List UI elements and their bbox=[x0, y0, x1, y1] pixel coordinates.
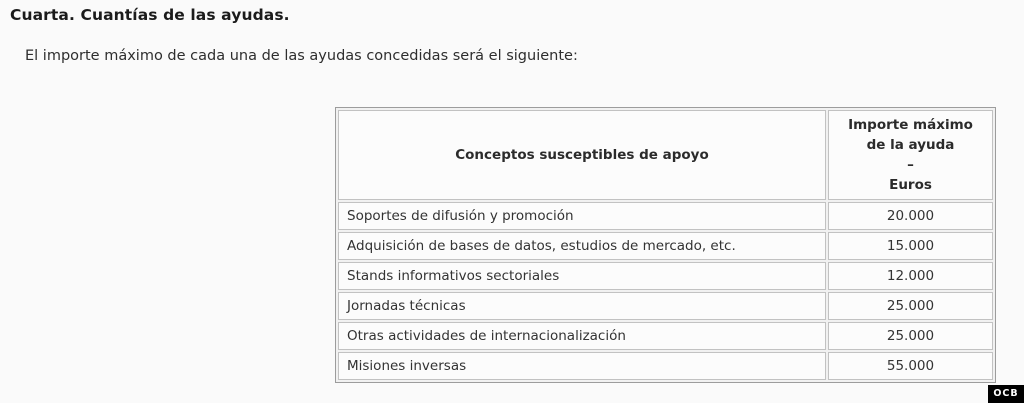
amount-header-dash: – bbox=[907, 157, 914, 173]
aid-amounts-table: Conceptos susceptibles de apoyo Importe … bbox=[335, 107, 996, 383]
section-heading: Cuarta. Cuantías de las ayudas. bbox=[10, 6, 290, 24]
amount-header-line-2: de la ayuda bbox=[866, 137, 955, 153]
column-header-concepts: Conceptos susceptibles de apoyo bbox=[338, 110, 826, 200]
concept-cell: Adquisición de bases de datos, estudios … bbox=[338, 232, 826, 260]
table-row: Jornadas técnicas 25.000 bbox=[338, 292, 993, 320]
table-row: Soportes de difusión y promoción 20.000 bbox=[338, 202, 993, 230]
amount-header-line-1: Importe máximo bbox=[848, 117, 973, 133]
intro-paragraph: El importe máximo de cada una de las ayu… bbox=[25, 48, 578, 64]
amount-cell: 25.000 bbox=[828, 322, 993, 350]
concept-cell: Jornadas técnicas bbox=[338, 292, 826, 320]
table-row: Stands informativos sectoriales 12.000 bbox=[338, 262, 993, 290]
amount-cell: 15.000 bbox=[828, 232, 993, 260]
amount-cell: 20.000 bbox=[828, 202, 993, 230]
table-row: Otras actividades de internacionalizació… bbox=[338, 322, 993, 350]
column-header-amount: Importe máximo de la ayuda – Euros bbox=[828, 110, 993, 200]
amount-cell: 25.000 bbox=[828, 292, 993, 320]
concept-cell: Otras actividades de internacionalizació… bbox=[338, 322, 826, 350]
table-row: Adquisición de bases de datos, estudios … bbox=[338, 232, 993, 260]
ocb-watermark-badge: OCB bbox=[988, 385, 1024, 403]
table-row: Misiones inversas 55.000 bbox=[338, 352, 993, 380]
concept-cell: Soportes de difusión y promoción bbox=[338, 202, 826, 230]
amount-cell: 12.000 bbox=[828, 262, 993, 290]
concept-cell: Misiones inversas bbox=[338, 352, 826, 380]
table-header-row: Conceptos susceptibles de apoyo Importe … bbox=[338, 110, 993, 200]
concept-cell: Stands informativos sectoriales bbox=[338, 262, 826, 290]
amount-header-line-4: Euros bbox=[889, 177, 932, 193]
amount-cell: 55.000 bbox=[828, 352, 993, 380]
